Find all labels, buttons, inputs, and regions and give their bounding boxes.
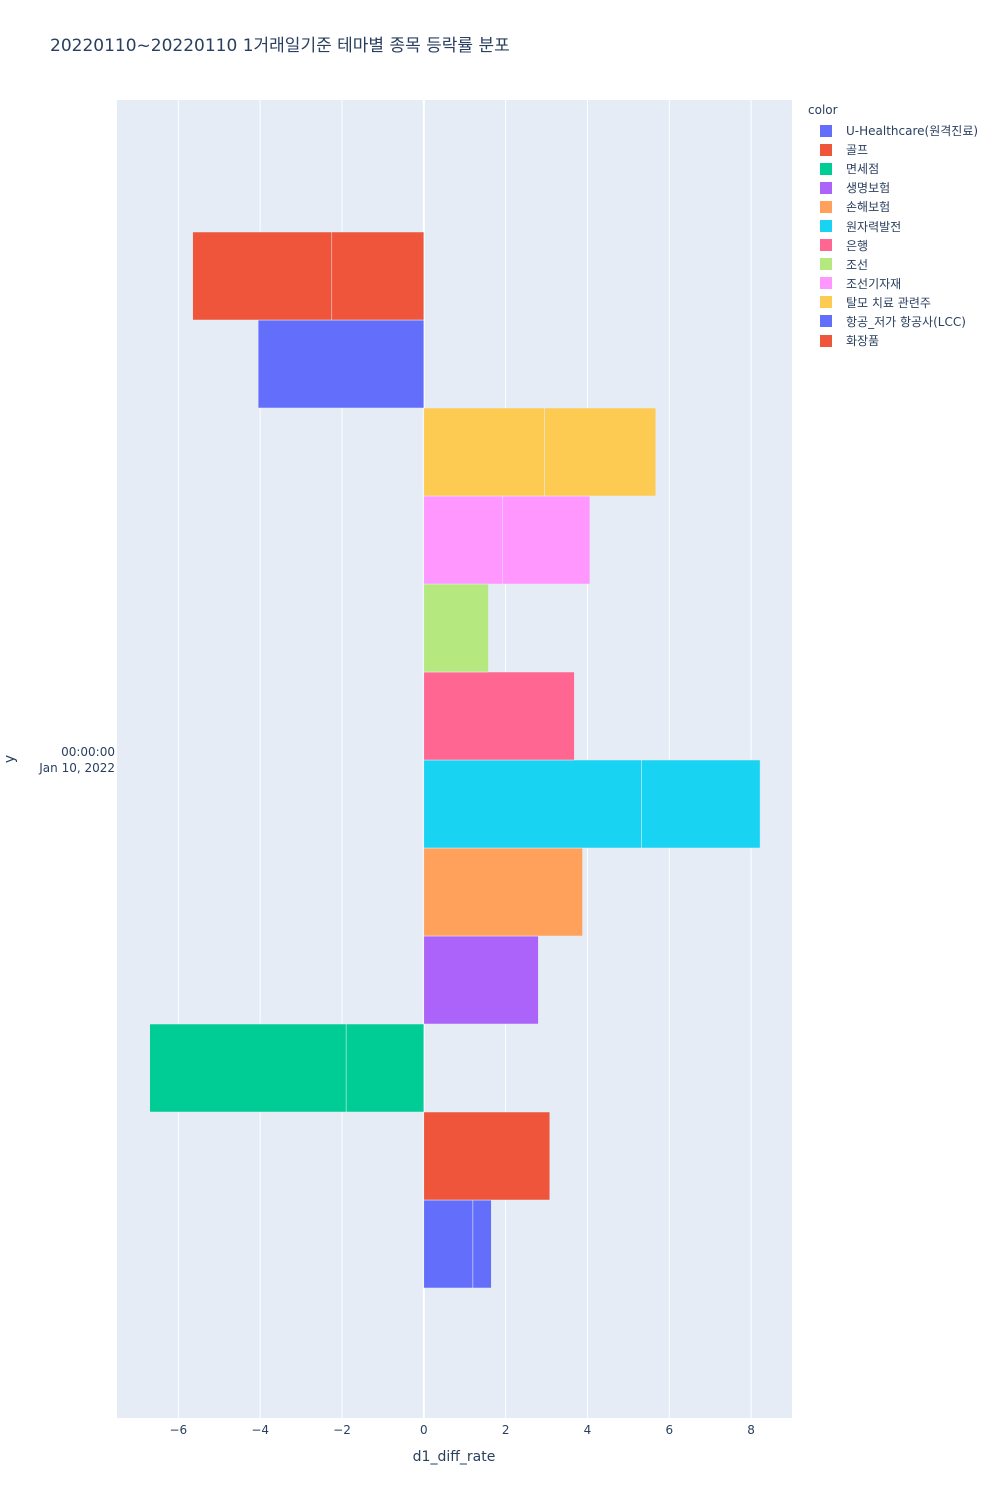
legend-label: 골프	[846, 143, 869, 158]
legend-swatch	[820, 181, 832, 194]
legend-item[interactable]: 탈모 치료 관련주	[808, 293, 978, 312]
bar-segment[interactable]	[423, 583, 489, 673]
chart-title: 20220110~20220110 1거래일기준 테마별 종목 등락률 분포	[50, 36, 510, 56]
x-tick-label: 2	[502, 1423, 510, 1437]
bar-segment[interactable]	[257, 319, 425, 409]
legend-item[interactable]: 원자력발전	[808, 216, 978, 235]
legend-label: 원자력발전	[846, 219, 902, 234]
legend-swatch	[820, 200, 832, 213]
legend-item[interactable]: 조선	[808, 255, 978, 274]
legend-swatch	[820, 258, 832, 271]
bar-segment[interactable]	[423, 495, 504, 585]
legend-swatch	[820, 277, 832, 290]
bar-segment[interactable]	[149, 1023, 347, 1113]
legend-item[interactable]: 면세점	[808, 159, 978, 178]
legend-title: color	[808, 103, 838, 117]
legend-item[interactable]: 손해보험	[808, 197, 978, 216]
x-tick-label: 6	[665, 1423, 673, 1437]
bar-segment[interactable]	[472, 1199, 492, 1289]
x-tick-label: 4	[584, 1423, 592, 1437]
legend-swatch	[820, 143, 832, 156]
legend-label: 생명보험	[846, 181, 891, 196]
legend-swatch	[820, 220, 832, 233]
legend-swatch	[820, 334, 832, 347]
legend-item[interactable]: 조선기자재	[808, 274, 978, 293]
legend-label: 조선	[846, 257, 869, 272]
legend-swatch	[820, 124, 832, 137]
bar-segment[interactable]	[423, 847, 583, 937]
legend-label: U-Healthcare(원격진료)	[846, 124, 979, 139]
bar-segment[interactable]	[641, 759, 761, 849]
legend-label: 면세점	[846, 162, 880, 177]
bars	[149, 231, 761, 1289]
x-tick-label: −4	[251, 1423, 269, 1437]
y-axis-title: y	[2, 755, 18, 763]
legend-label: 손해보험	[846, 200, 891, 215]
legend-item[interactable]: 화장품	[808, 331, 978, 350]
bar-segment[interactable]	[423, 407, 545, 497]
bar-segment[interactable]	[423, 935, 539, 1025]
legend-swatch	[820, 162, 832, 175]
legend-swatch	[820, 296, 832, 309]
bar-segment[interactable]	[423, 1111, 551, 1201]
legend-label: 항공_저가 항공사(LCC)	[846, 314, 966, 329]
legend-item[interactable]: 은행	[808, 236, 978, 255]
legend-label: 탈모 치료 관련주	[846, 295, 931, 310]
bar-segment[interactable]	[423, 1199, 474, 1289]
bar-segment[interactable]	[423, 759, 642, 849]
legend-item[interactable]: 항공_저가 항공사(LCC)	[808, 312, 978, 331]
legend-swatch	[820, 315, 832, 328]
bar-segment[interactable]	[423, 671, 575, 761]
legend-label: 화장품	[846, 334, 880, 349]
x-axis-title: d1_diff_rate	[413, 1449, 496, 1465]
legend-item[interactable]: 골프	[808, 140, 978, 159]
legend-label: 은행	[846, 238, 869, 253]
bar-segment[interactable]	[192, 231, 333, 321]
y-tick-time: 00:00:00	[61, 745, 115, 759]
y-tick-date: Jan 10, 2022	[38, 761, 115, 775]
bar-segment[interactable]	[544, 407, 657, 497]
bar-segment[interactable]	[502, 495, 591, 585]
x-tick-label: 0	[420, 1423, 428, 1437]
x-tick-label: −2	[333, 1423, 351, 1437]
x-tick-label: −6	[170, 1423, 188, 1437]
x-ticks: −6 −4 −2 0 2 4 6 8	[170, 1423, 755, 1437]
bar-segment[interactable]	[345, 1023, 425, 1113]
legend-label: 조선기자재	[846, 276, 902, 291]
bar-segment[interactable]	[331, 231, 425, 321]
legend-swatch	[820, 239, 832, 252]
legend-item[interactable]: 생명보험	[808, 178, 978, 197]
legend-item[interactable]: U-Healthcare(원격진료)	[808, 121, 978, 140]
x-tick-label: 8	[747, 1423, 755, 1437]
